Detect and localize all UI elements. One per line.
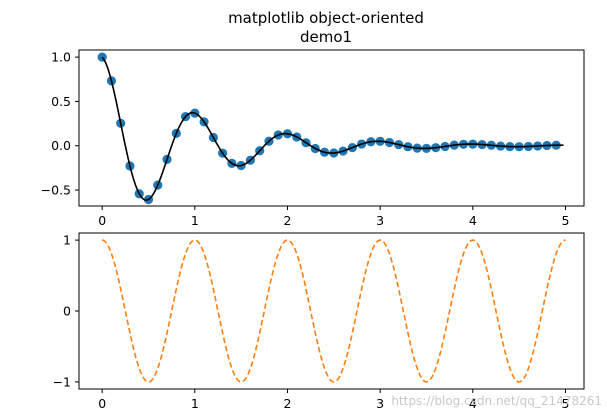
x-tick-label: 2 — [284, 396, 292, 411]
top-y-ticks: −0.5 0.0 0.5 1.0 — [41, 50, 79, 198]
chart-title-line1: matplotlib object-oriented — [228, 9, 424, 27]
bottom-plot-area — [102, 239, 566, 383]
x-tick-label: 1 — [191, 396, 199, 411]
y-tick-label: 0 — [63, 304, 71, 319]
x-tick-label: 4 — [469, 396, 477, 411]
y-tick-label: −0.5 — [41, 183, 71, 198]
x-tick-label: 5 — [561, 396, 569, 411]
y-tick-label: 1 — [63, 233, 71, 248]
x-tick-label: 0 — [98, 396, 106, 411]
x-tick-label: 3 — [376, 396, 384, 411]
x-tick-label: 5 — [561, 213, 569, 228]
x-tick-label: 0 — [98, 213, 106, 228]
top-axes-frame — [78, 49, 585, 207]
y-tick-label: 0.5 — [51, 94, 71, 109]
top-axes: 0 1 2 3 4 5 −0.5 0.0 0.5 1.0 — [41, 49, 585, 228]
y-tick-label: 1.0 — [51, 50, 71, 65]
scatter-point — [97, 52, 107, 62]
top-plot-area — [97, 52, 564, 205]
x-tick-label: 4 — [469, 213, 477, 228]
bottom-axes: 0 1 2 3 4 5 −1 0 1 — [53, 232, 585, 411]
series-line — [102, 239, 566, 383]
bottom-axes-frame — [78, 232, 585, 390]
x-tick-label: 2 — [284, 213, 292, 228]
bottom-y-ticks: −1 0 1 — [53, 233, 79, 389]
bottom-x-ticks: 0 1 2 3 4 5 — [98, 389, 569, 411]
y-tick-label: 0.0 — [51, 138, 71, 153]
x-tick-label: 1 — [191, 213, 199, 228]
watermark-text: https://blog.csdn.net/qq_21478261 — [391, 394, 602, 408]
top-x-ticks: 0 1 2 3 4 5 — [98, 206, 569, 228]
series-line — [101, 56, 564, 201]
y-tick-label: −1 — [53, 374, 71, 389]
chart-title-line2: demo1 — [300, 28, 352, 46]
x-tick-label: 3 — [376, 213, 384, 228]
